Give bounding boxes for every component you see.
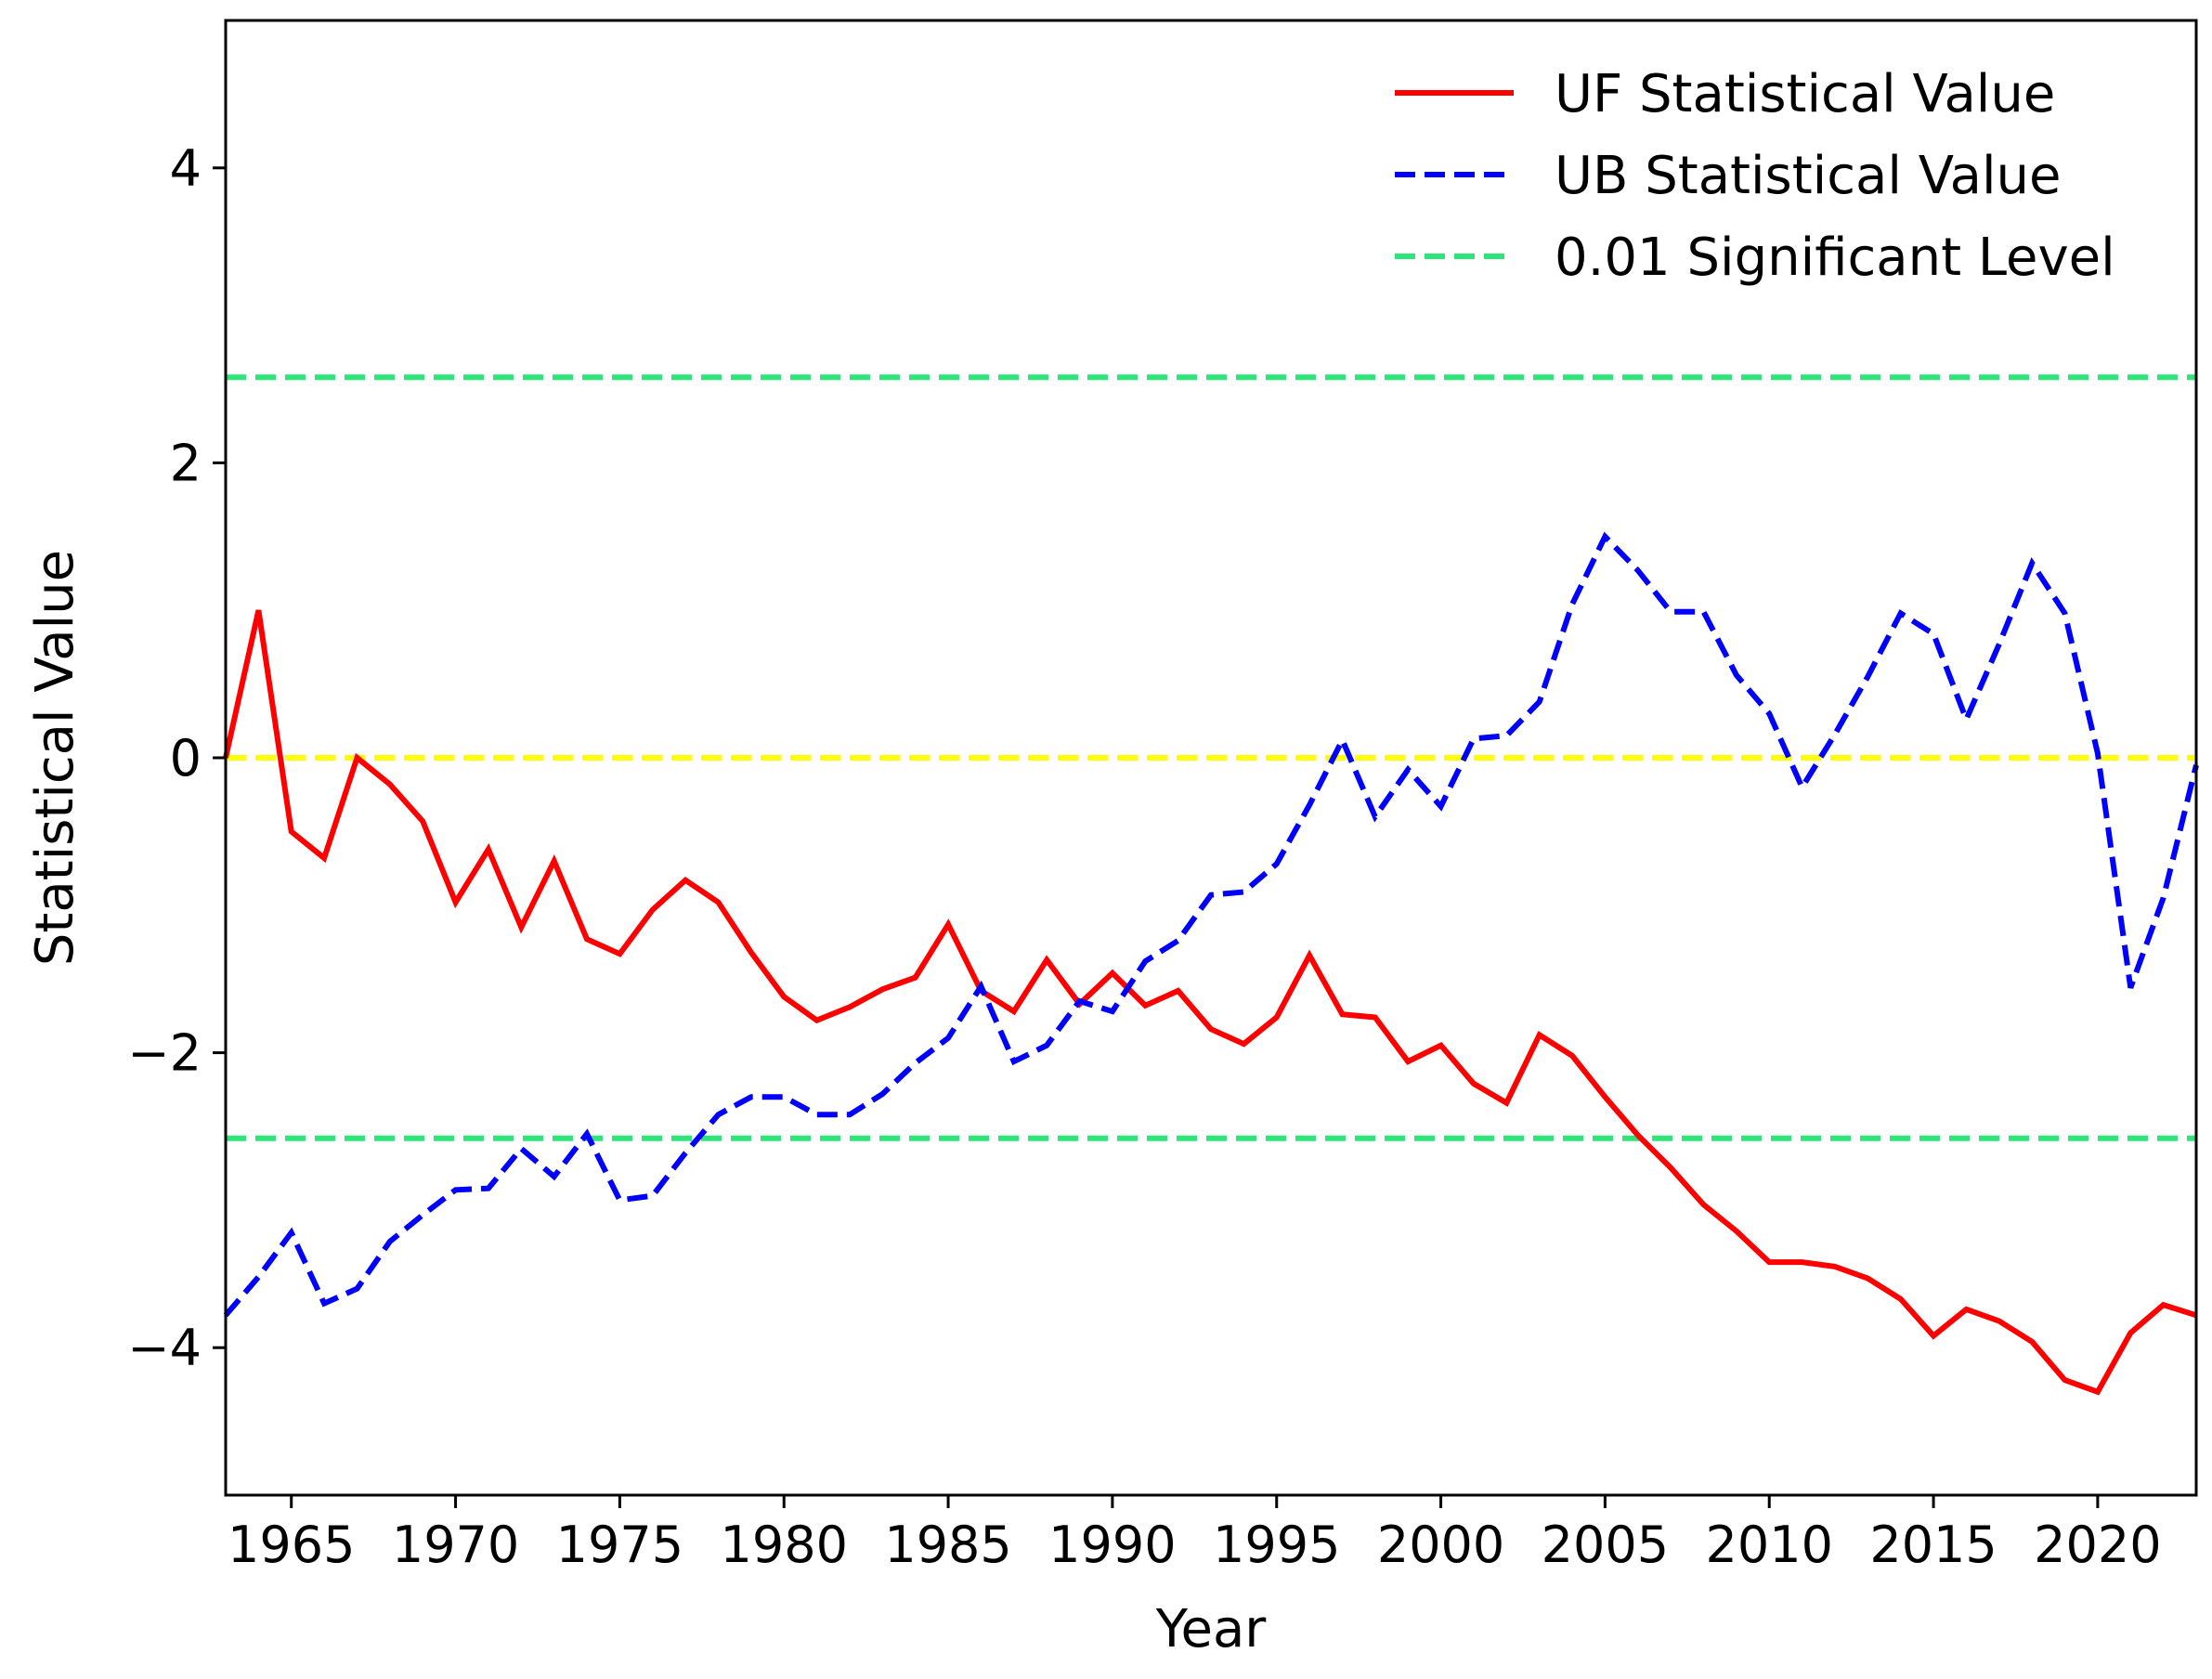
y-tick-label: 4 (170, 139, 202, 198)
series-lines (223, 531, 2199, 1396)
x-tick-label: 2020 (2034, 1516, 2161, 1574)
plot-frame (224, 19, 2198, 1497)
series-line-ub (223, 531, 2199, 1318)
y-axis-ticks: −4 −2 0 2 4 (127, 139, 226, 1377)
series-line-uf (223, 609, 2197, 1396)
x-tick-label: 1965 (228, 1516, 355, 1574)
legend-label-ub: UB Statistical Value (1555, 146, 2061, 206)
x-axis-label: Year (1155, 1599, 1268, 1659)
legend-label-significance: 0.01 Significant Level (1555, 228, 2115, 288)
x-tick-label: 1985 (884, 1516, 1011, 1574)
x-tick-label: 1995 (1213, 1516, 1340, 1574)
y-tick-label: −2 (127, 1024, 202, 1083)
legend: UF Statistical Value UB Statistical Valu… (1395, 64, 2115, 288)
y-axis-label: Statistical Value (25, 550, 85, 966)
x-tick-label: 1975 (556, 1516, 683, 1574)
reference-lines (226, 374, 2196, 1141)
x-axis-ticks: 1965 1970 1975 1980 1985 1990 1995 2000 2005 2010… (228, 1495, 2162, 1574)
x-tick-label: 2015 (1869, 1516, 1997, 1574)
y-tick-label: 0 (170, 729, 202, 787)
x-tick-label: 1980 (721, 1516, 848, 1574)
y-tick-label: 2 (170, 434, 202, 492)
x-tick-label: 2005 (1542, 1516, 1669, 1574)
x-tick-label: 1970 (392, 1516, 519, 1574)
legend-label-uf: UF Statistical Value (1555, 64, 2055, 124)
y-tick-label: −4 (127, 1319, 202, 1377)
x-tick-label: 2010 (1706, 1516, 1833, 1574)
x-tick-label: 1990 (1048, 1516, 1176, 1574)
x-tick-label: 2000 (1377, 1516, 1504, 1574)
